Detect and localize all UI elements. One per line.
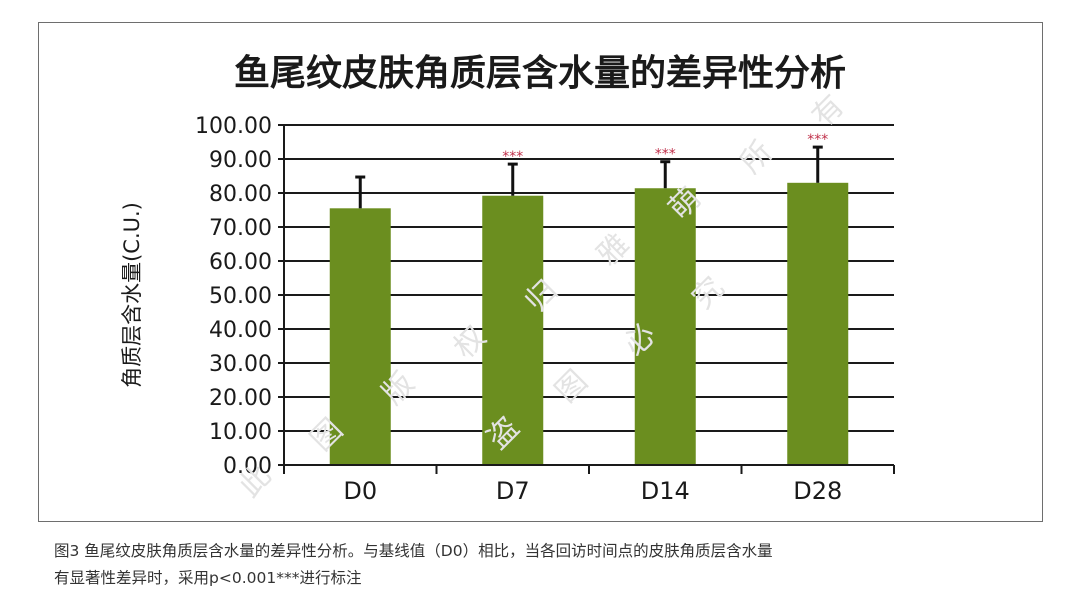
caption-line-2: 有显著性差异时，采用p<0.001***进行标注 <box>54 569 362 587</box>
y-tick-label: 0.00 <box>223 454 272 479</box>
x-tick-label-D7: D7 <box>496 477 530 505</box>
significance-marker: *** <box>502 149 523 165</box>
bar-D14 <box>634 188 696 466</box>
chart-title: 鱼尾纹皮肤角质层含水量的差异性分析 <box>234 53 846 94</box>
tick-labels: 0.00 10.00 20.00 30.00 40.00 50.00 60.00 70.00 8… <box>195 114 842 505</box>
y-tick-label: 80.00 <box>209 182 272 207</box>
y-tick-label: 20.00 <box>209 386 272 411</box>
y-tick-label: 70.00 <box>209 216 272 241</box>
y-tick-label: 10.00 <box>209 420 272 445</box>
y-tick-label: 60.00 <box>209 250 272 275</box>
bar-D0 <box>329 208 391 466</box>
chart-frame: 鱼尾纹皮肤角质层含水量的差异性分析 角质层含水量(C.U.) 0.00 10.00… <box>38 22 1043 522</box>
y-tick-label: 90.00 <box>209 148 272 173</box>
significance-marker: *** <box>807 132 828 148</box>
x-tick-label-D0: D0 <box>343 477 377 505</box>
figure-caption: 图3 鱼尾纹皮肤角质层含水量的差异性分析。与基线值（D0）相比，当各回访时间点的… <box>54 538 1054 592</box>
bars <box>329 145 849 466</box>
bar-D7 <box>482 195 544 465</box>
y-tick-label: 30.00 <box>209 352 272 377</box>
bar-chart: 鱼尾纹皮肤角质层含水量的差异性分析 角质层含水量(C.U.) 0.00 10.00… <box>120 53 895 505</box>
x-tick-label-D28: D28 <box>793 477 842 505</box>
y-tick-label: 50.00 <box>209 284 272 309</box>
y-tick-label: 40.00 <box>209 318 272 343</box>
bar-D28 <box>787 182 849 466</box>
x-tick-label-D14: D14 <box>641 477 690 505</box>
y-tick-label: 100.00 <box>195 114 272 139</box>
y-axis-label: 角质层含水量(C.U.) <box>120 202 144 388</box>
significance-marker: *** <box>655 147 676 163</box>
caption-line-1: 图3 鱼尾纹皮肤角质层含水量的差异性分析。与基线值（D0）相比，当各回访时间点的… <box>54 542 773 560</box>
axes <box>278 124 895 474</box>
